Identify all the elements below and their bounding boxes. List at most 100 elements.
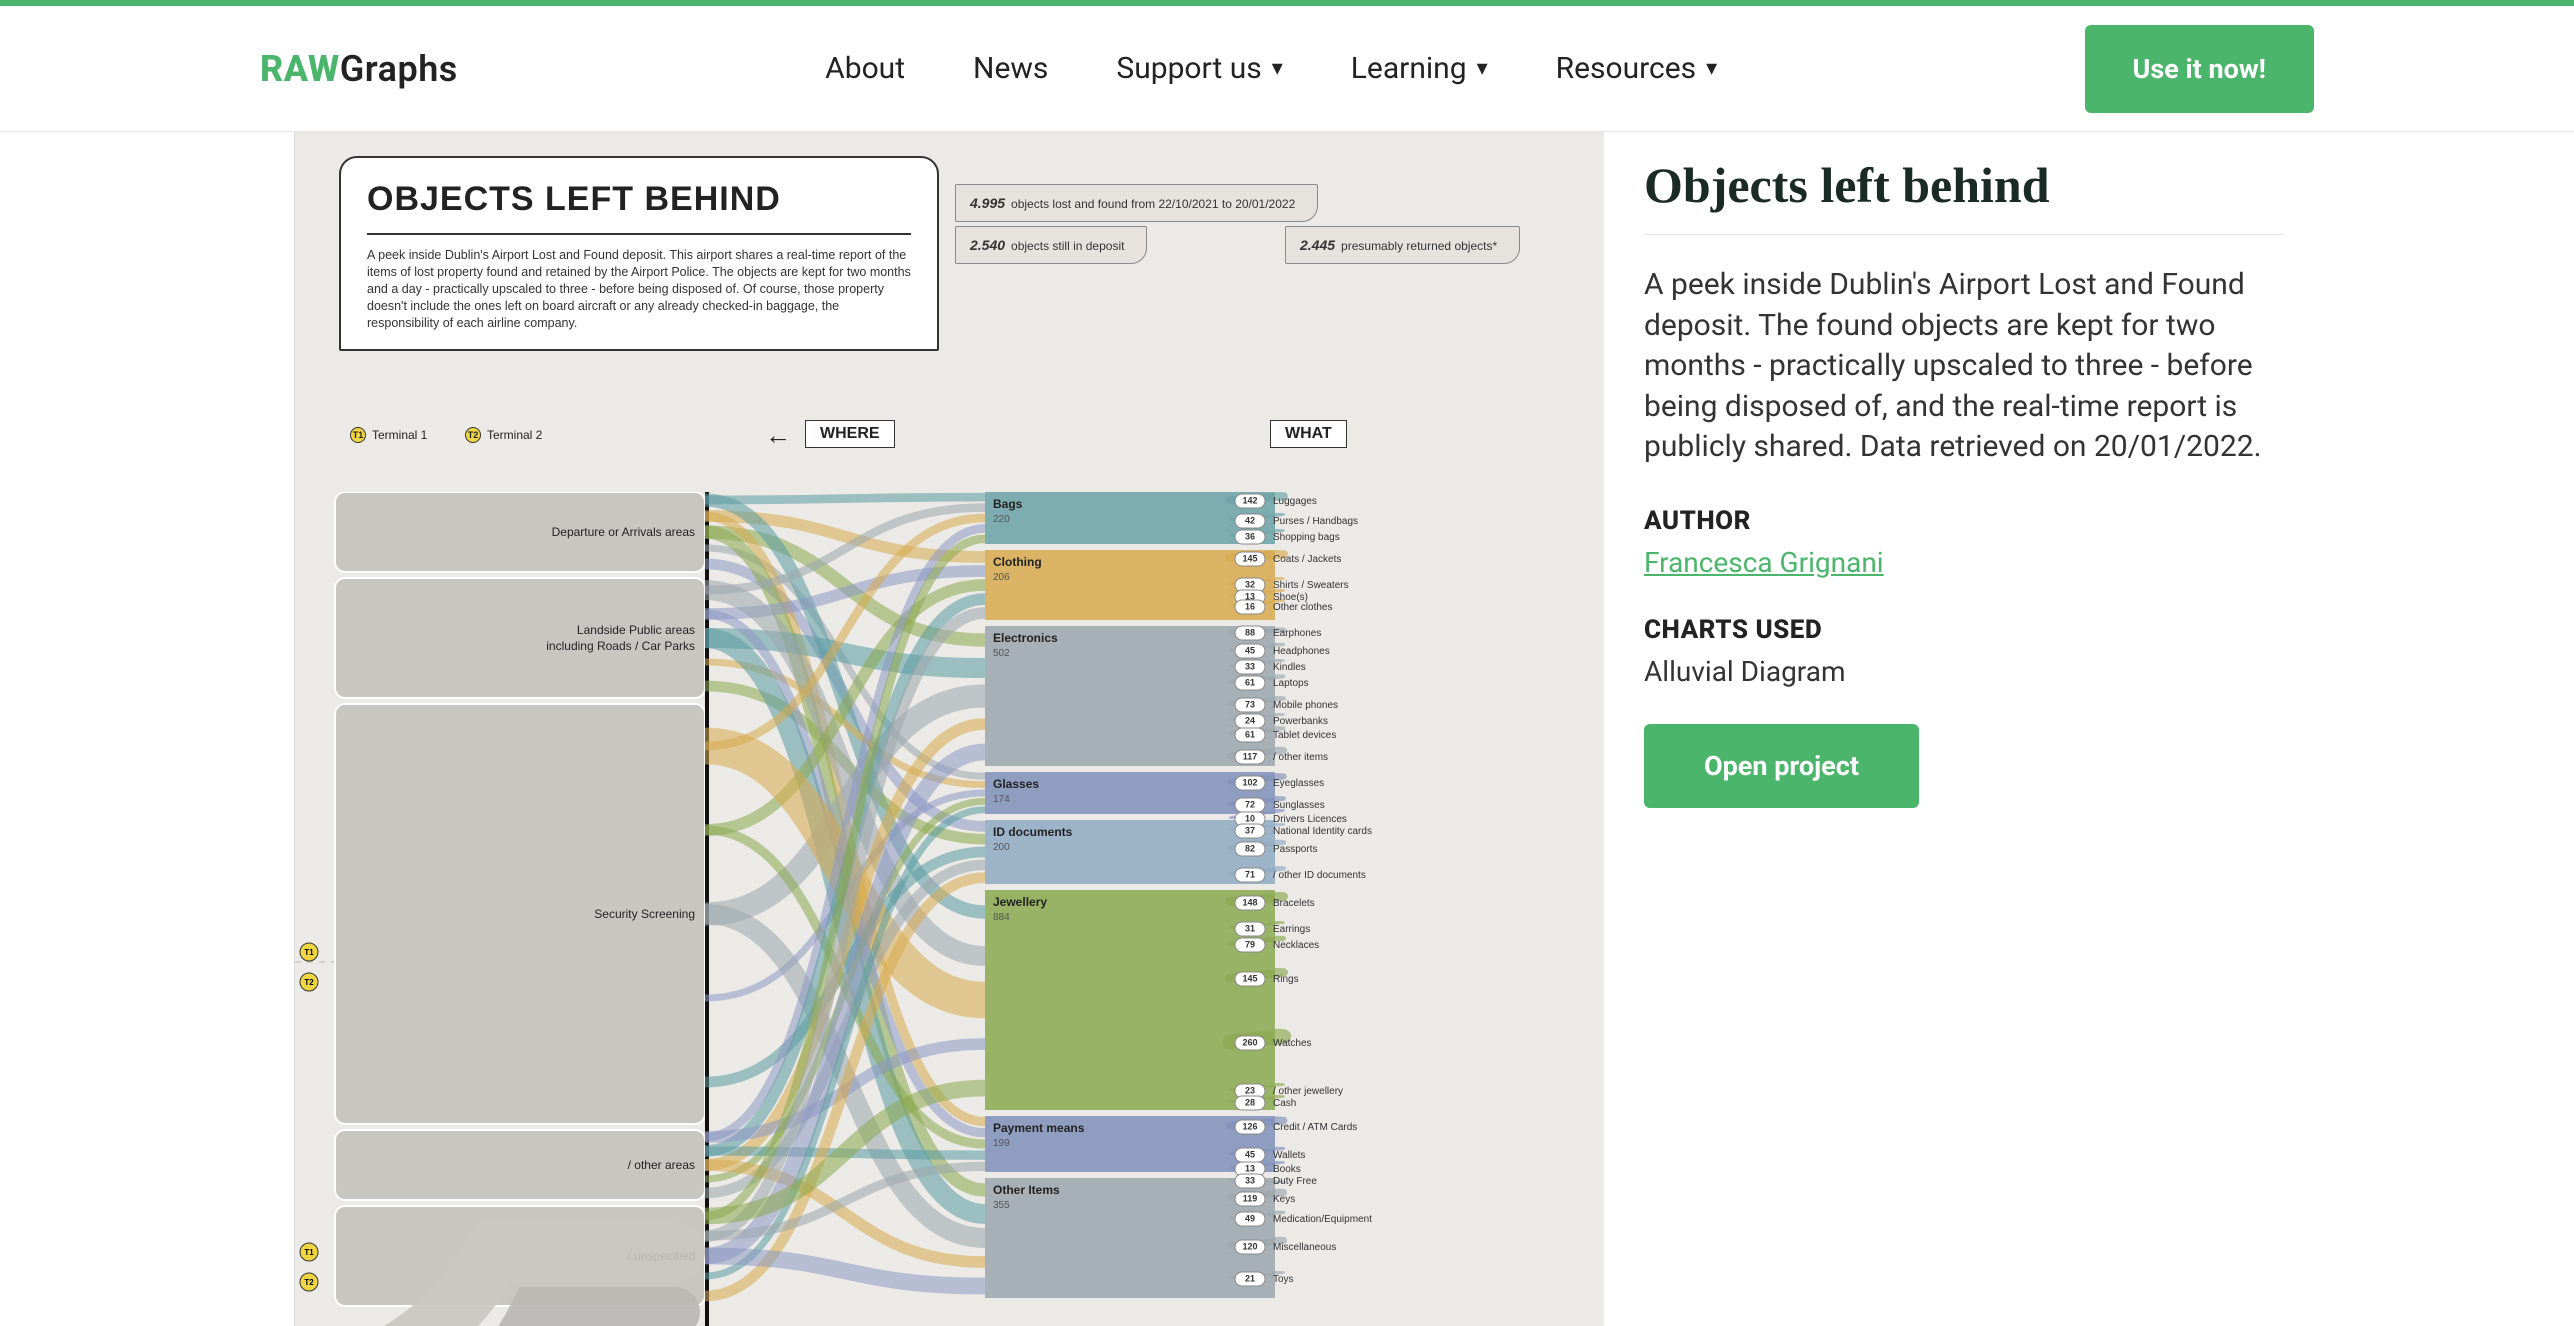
svg-text:884: 884 bbox=[993, 912, 1010, 923]
svg-text:61: 61 bbox=[1245, 729, 1255, 739]
nav-about[interactable]: About bbox=[825, 51, 905, 86]
brand-raw: RAW bbox=[260, 48, 340, 90]
svg-text:Toys: Toys bbox=[1273, 1274, 1294, 1285]
svg-text:119: 119 bbox=[1243, 1193, 1258, 1203]
article-description: A peek inside Dublin's Airport Lost and … bbox=[1644, 265, 2284, 468]
infographic: OBJECTS LEFT BEHIND A peek inside Dublin… bbox=[295, 132, 1604, 1326]
svg-text:Sunglasses: Sunglasses bbox=[1273, 800, 1325, 811]
svg-text:T2: T2 bbox=[304, 978, 314, 987]
svg-text:36: 36 bbox=[1245, 531, 1255, 541]
svg-text:16: 16 bbox=[1245, 601, 1255, 611]
svg-text:Earphones: Earphones bbox=[1273, 628, 1321, 639]
use-it-now-button[interactable]: Use it now! bbox=[2085, 25, 2314, 113]
svg-text:72: 72 bbox=[1245, 799, 1255, 809]
author-link[interactable]: Francesca Grignani bbox=[1644, 546, 1884, 579]
svg-text:24: 24 bbox=[1245, 715, 1255, 725]
svg-text:Coats / Jackets: Coats / Jackets bbox=[1273, 554, 1341, 565]
svg-text:45: 45 bbox=[1245, 1149, 1255, 1159]
what-pill: WHAT bbox=[1270, 420, 1347, 448]
svg-text:33: 33 bbox=[1245, 661, 1255, 671]
svg-text:Duty Free: Duty Free bbox=[1273, 1176, 1317, 1187]
charts-used-heading: CHARTS USED bbox=[1644, 615, 2284, 645]
svg-text:199: 199 bbox=[993, 1138, 1010, 1149]
svg-text:206: 206 bbox=[993, 572, 1010, 583]
infographic-title: OBJECTS LEFT BEHIND bbox=[367, 180, 911, 235]
svg-text:Headphones: Headphones bbox=[1273, 646, 1330, 657]
svg-text:88: 88 bbox=[1245, 627, 1255, 637]
svg-text:Books: Books bbox=[1273, 1164, 1301, 1175]
svg-text:21: 21 bbox=[1245, 1273, 1255, 1283]
svg-text:145: 145 bbox=[1242, 973, 1257, 983]
author-block: AUTHOR Francesca Grignani bbox=[1644, 506, 2284, 579]
svg-text:174: 174 bbox=[993, 794, 1010, 805]
svg-text:T1: T1 bbox=[304, 1248, 314, 1257]
infographic-panel: OBJECTS LEFT BEHIND A peek inside Dublin… bbox=[294, 132, 1604, 1326]
svg-text:Eyeglasses: Eyeglasses bbox=[1273, 778, 1324, 789]
chevron-down-icon: ▾ bbox=[1706, 56, 1717, 81]
svg-text:355: 355 bbox=[993, 1200, 1010, 1211]
charts-used-block: CHARTS USED Alluvial Diagram bbox=[1644, 615, 2284, 688]
svg-text:220: 220 bbox=[993, 514, 1010, 525]
nav-support[interactable]: Support us▾ bbox=[1116, 51, 1282, 86]
svg-text:Purses / Handbags: Purses / Handbags bbox=[1273, 516, 1358, 527]
svg-text:31: 31 bbox=[1245, 923, 1255, 933]
svg-text:T1: T1 bbox=[304, 948, 314, 957]
terminal2-label: T2 Terminal 2 bbox=[465, 427, 542, 443]
svg-text:Shopping bags: Shopping bags bbox=[1273, 532, 1340, 543]
nav-resources[interactable]: Resources▾ bbox=[1556, 51, 1718, 86]
chevron-down-icon: ▾ bbox=[1272, 56, 1283, 81]
svg-text:42: 42 bbox=[1245, 515, 1255, 525]
svg-text:32: 32 bbox=[1245, 579, 1255, 589]
arrow-left-icon: ← bbox=[765, 420, 791, 451]
svg-text:Mobile phones: Mobile phones bbox=[1273, 700, 1338, 711]
svg-text:ID documents: ID documents bbox=[993, 825, 1073, 839]
svg-text:/ other items: / other items bbox=[1273, 752, 1328, 763]
svg-text:Necklaces: Necklaces bbox=[1273, 940, 1319, 951]
article-sidebar: Objects left behind A peek inside Dublin… bbox=[1644, 132, 2284, 1326]
svg-text:Clothing: Clothing bbox=[993, 555, 1042, 569]
svg-text:Watches: Watches bbox=[1273, 1038, 1312, 1049]
svg-text:126: 126 bbox=[1242, 1121, 1257, 1131]
svg-text:117: 117 bbox=[1243, 751, 1258, 761]
svg-text:71: 71 bbox=[1245, 869, 1255, 879]
svg-text:120: 120 bbox=[1242, 1241, 1257, 1251]
svg-text:148: 148 bbox=[1242, 897, 1257, 907]
brand-rest: Graphs bbox=[340, 48, 458, 90]
page-content: OBJECTS LEFT BEHIND A peek inside Dublin… bbox=[0, 132, 2574, 1326]
svg-text:Rings: Rings bbox=[1273, 974, 1299, 985]
svg-text:145: 145 bbox=[1242, 553, 1257, 563]
svg-text:/ other ID documents: / other ID documents bbox=[1273, 870, 1366, 881]
svg-text:10: 10 bbox=[1245, 813, 1255, 823]
svg-text:Departure or Arrivals areas: Departure or Arrivals areas bbox=[552, 525, 695, 539]
svg-text:33: 33 bbox=[1245, 1175, 1255, 1185]
svg-text:Other Items: Other Items bbox=[993, 1183, 1060, 1197]
author-heading: AUTHOR bbox=[1644, 506, 2284, 536]
stat-tab-deposit: 2.540objects still in deposit bbox=[955, 226, 1147, 264]
site-header: RAWGraphs About News Support us▾ Learnin… bbox=[0, 6, 2574, 132]
svg-text:13: 13 bbox=[1245, 1163, 1255, 1173]
svg-text:Earrings: Earrings bbox=[1273, 924, 1310, 935]
nav-learning[interactable]: Learning▾ bbox=[1351, 51, 1488, 86]
svg-text:/ other jewellery: / other jewellery bbox=[1273, 1086, 1343, 1097]
svg-text:Kindles: Kindles bbox=[1273, 662, 1306, 673]
svg-text:Miscellaneous: Miscellaneous bbox=[1273, 1242, 1336, 1253]
where-pill: WHERE bbox=[805, 420, 895, 448]
svg-text:28: 28 bbox=[1245, 1097, 1255, 1107]
svg-text:including Roads / Car Parks: including Roads / Car Parks bbox=[546, 639, 695, 653]
svg-text:Payment means: Payment means bbox=[993, 1121, 1085, 1135]
svg-text:Tablet devices: Tablet devices bbox=[1273, 730, 1336, 741]
charts-used-value: Alluvial Diagram bbox=[1644, 655, 2284, 688]
brand-logo[interactable]: RAWGraphs bbox=[260, 48, 458, 90]
svg-text:Luggages: Luggages bbox=[1273, 496, 1317, 507]
nav-news[interactable]: News bbox=[973, 51, 1048, 86]
svg-text:49: 49 bbox=[1245, 1213, 1255, 1223]
svg-text:45: 45 bbox=[1245, 645, 1255, 655]
svg-text:61: 61 bbox=[1245, 677, 1255, 687]
svg-text:Cash: Cash bbox=[1273, 1098, 1296, 1109]
title-divider bbox=[1644, 234, 2284, 235]
open-project-button[interactable]: Open project bbox=[1644, 724, 1919, 808]
chevron-down-icon: ▾ bbox=[1477, 56, 1488, 81]
svg-text:79: 79 bbox=[1245, 939, 1255, 949]
svg-text:National Identity cards: National Identity cards bbox=[1273, 826, 1372, 837]
terminal2-icon: T2 bbox=[465, 427, 481, 443]
